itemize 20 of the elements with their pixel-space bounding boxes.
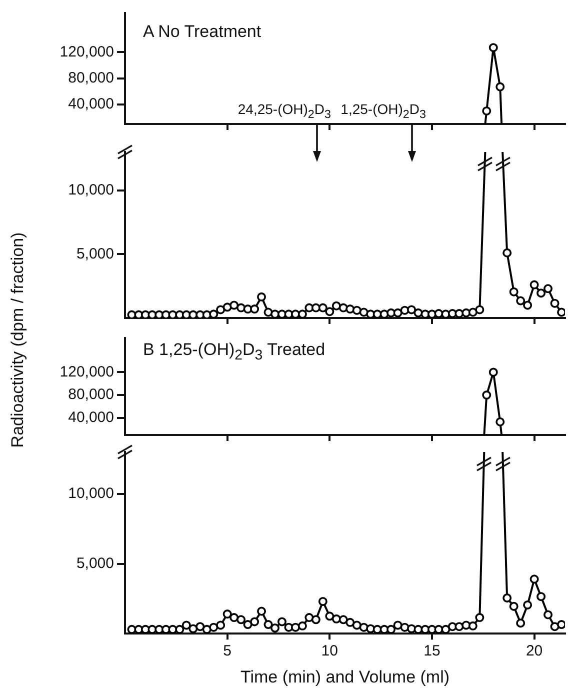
y-tick-label: 80,000 [68, 69, 114, 86]
y-tick-label: 10,000 [68, 485, 114, 502]
x-tick-label: 5 [223, 642, 232, 660]
y-tick-label: 40,000 [68, 96, 114, 113]
y-axis-title: Radioactivity (dpm / fraction) [8, 232, 28, 448]
x-tick-label: 15 [424, 642, 440, 660]
annotation: 24,25-(OH)$_{2}$D$_{3}$ [238, 101, 331, 121]
x-tick-label: 20 [526, 642, 543, 660]
annotation: 1,25-(OH)$_{2}$D$_{3}$ [340, 101, 426, 121]
y-tick-label: 40,000 [68, 409, 114, 426]
y-tick-label: 80,000 [68, 386, 114, 404]
x-tick-label: 10 [321, 642, 338, 660]
y-tick-label: 120,000 [60, 363, 114, 380]
y-tick-label: 5,000 [76, 245, 114, 262]
y-tick-label: 120,000 [60, 43, 114, 60]
x-axis-title: Time (min) and Volume (ml) [240, 667, 450, 686]
text: A No Treatment [143, 22, 262, 42]
chart-title: B 1,25-(OH)$_{2}$D$_{3}$ Treated [143, 340, 326, 364]
y-tick-label: 10,000 [68, 181, 114, 198]
y-tick-label: 5,000 [76, 554, 114, 572]
